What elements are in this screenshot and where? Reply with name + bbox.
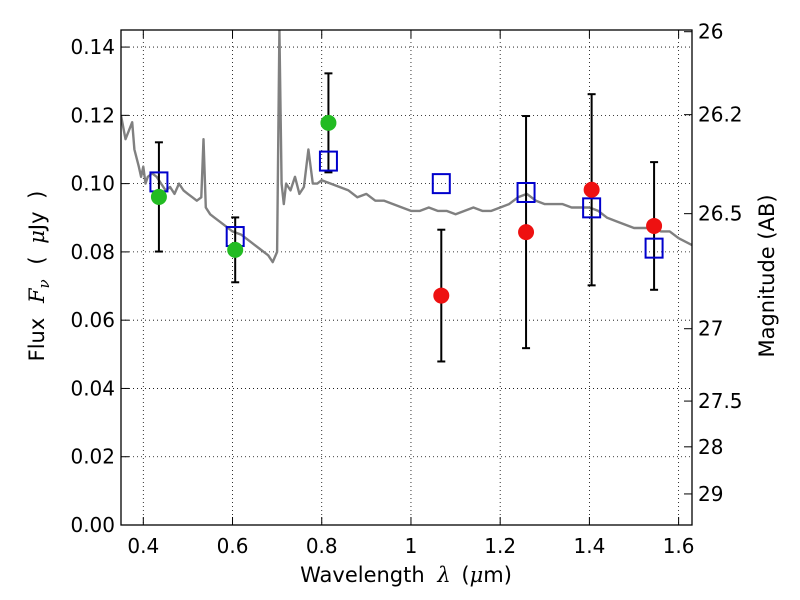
y-axis: 0.00 0.02 0.04 0.06 0.08 0.10 0.12 0.14 xyxy=(70,35,129,537)
detection-point xyxy=(227,241,244,258)
model-photometry-point xyxy=(582,197,602,219)
spectrum-line xyxy=(121,30,692,264)
right-tick-label: 26 xyxy=(698,20,723,44)
model-photometry-point xyxy=(516,181,536,203)
detection-point xyxy=(646,217,663,234)
detection-point xyxy=(150,188,167,205)
plot-border xyxy=(120,29,693,526)
y-tick-label: 0.00 xyxy=(70,513,115,537)
y-tick-label: 0.02 xyxy=(70,445,115,469)
x-tick-label: 0.4 xyxy=(127,534,159,558)
detection-point xyxy=(320,114,337,131)
y-tick-label: 0.08 xyxy=(70,240,115,264)
x-tick-label: 1.6 xyxy=(663,534,695,558)
right-tick-label: 27 xyxy=(698,317,723,341)
y-tick-label: 0.04 xyxy=(70,376,115,400)
right-tick-label: 26.5 xyxy=(698,202,743,226)
right-axis: 26 26.2 26.5 27 27.5 28 29 xyxy=(684,20,743,506)
x-tick-label: 1.4 xyxy=(573,534,605,558)
model-photometry-point xyxy=(644,237,664,259)
y-axis-title: Flux Fν ( μJy ) xyxy=(25,191,54,362)
y-tick-label: 0.12 xyxy=(70,103,115,127)
x-tick-label: 0.6 xyxy=(217,534,249,558)
right-tick-label: 26.2 xyxy=(698,103,743,127)
x-tick-label: 1.2 xyxy=(484,534,516,558)
y-tick-label: 0.10 xyxy=(70,172,115,196)
x-tick-label: 1 xyxy=(405,534,418,558)
detection-point xyxy=(583,181,600,198)
grid xyxy=(121,30,692,526)
x-tick-label: 0.8 xyxy=(306,534,338,558)
right-tick-label: 29 xyxy=(698,482,723,506)
series-layer xyxy=(121,30,692,363)
model-photometry-point xyxy=(318,150,338,172)
right-axis-title: Magnitude (AB) xyxy=(755,194,779,357)
x-axis-title: Wavelength λ (μm) xyxy=(300,563,512,587)
right-tick-label: 28 xyxy=(698,435,723,459)
plot-frame xyxy=(120,29,693,526)
detection-point xyxy=(518,224,535,241)
y-tick-label: 0.06 xyxy=(70,308,115,332)
right-tick-label: 27.5 xyxy=(698,389,743,413)
x-axis: 0.4 0.6 0.8 1 1.2 1.4 1.6 xyxy=(127,30,695,558)
model-photometry-point xyxy=(431,173,451,195)
y-tick-label: 0.14 xyxy=(70,35,115,59)
detection-point xyxy=(433,287,450,304)
